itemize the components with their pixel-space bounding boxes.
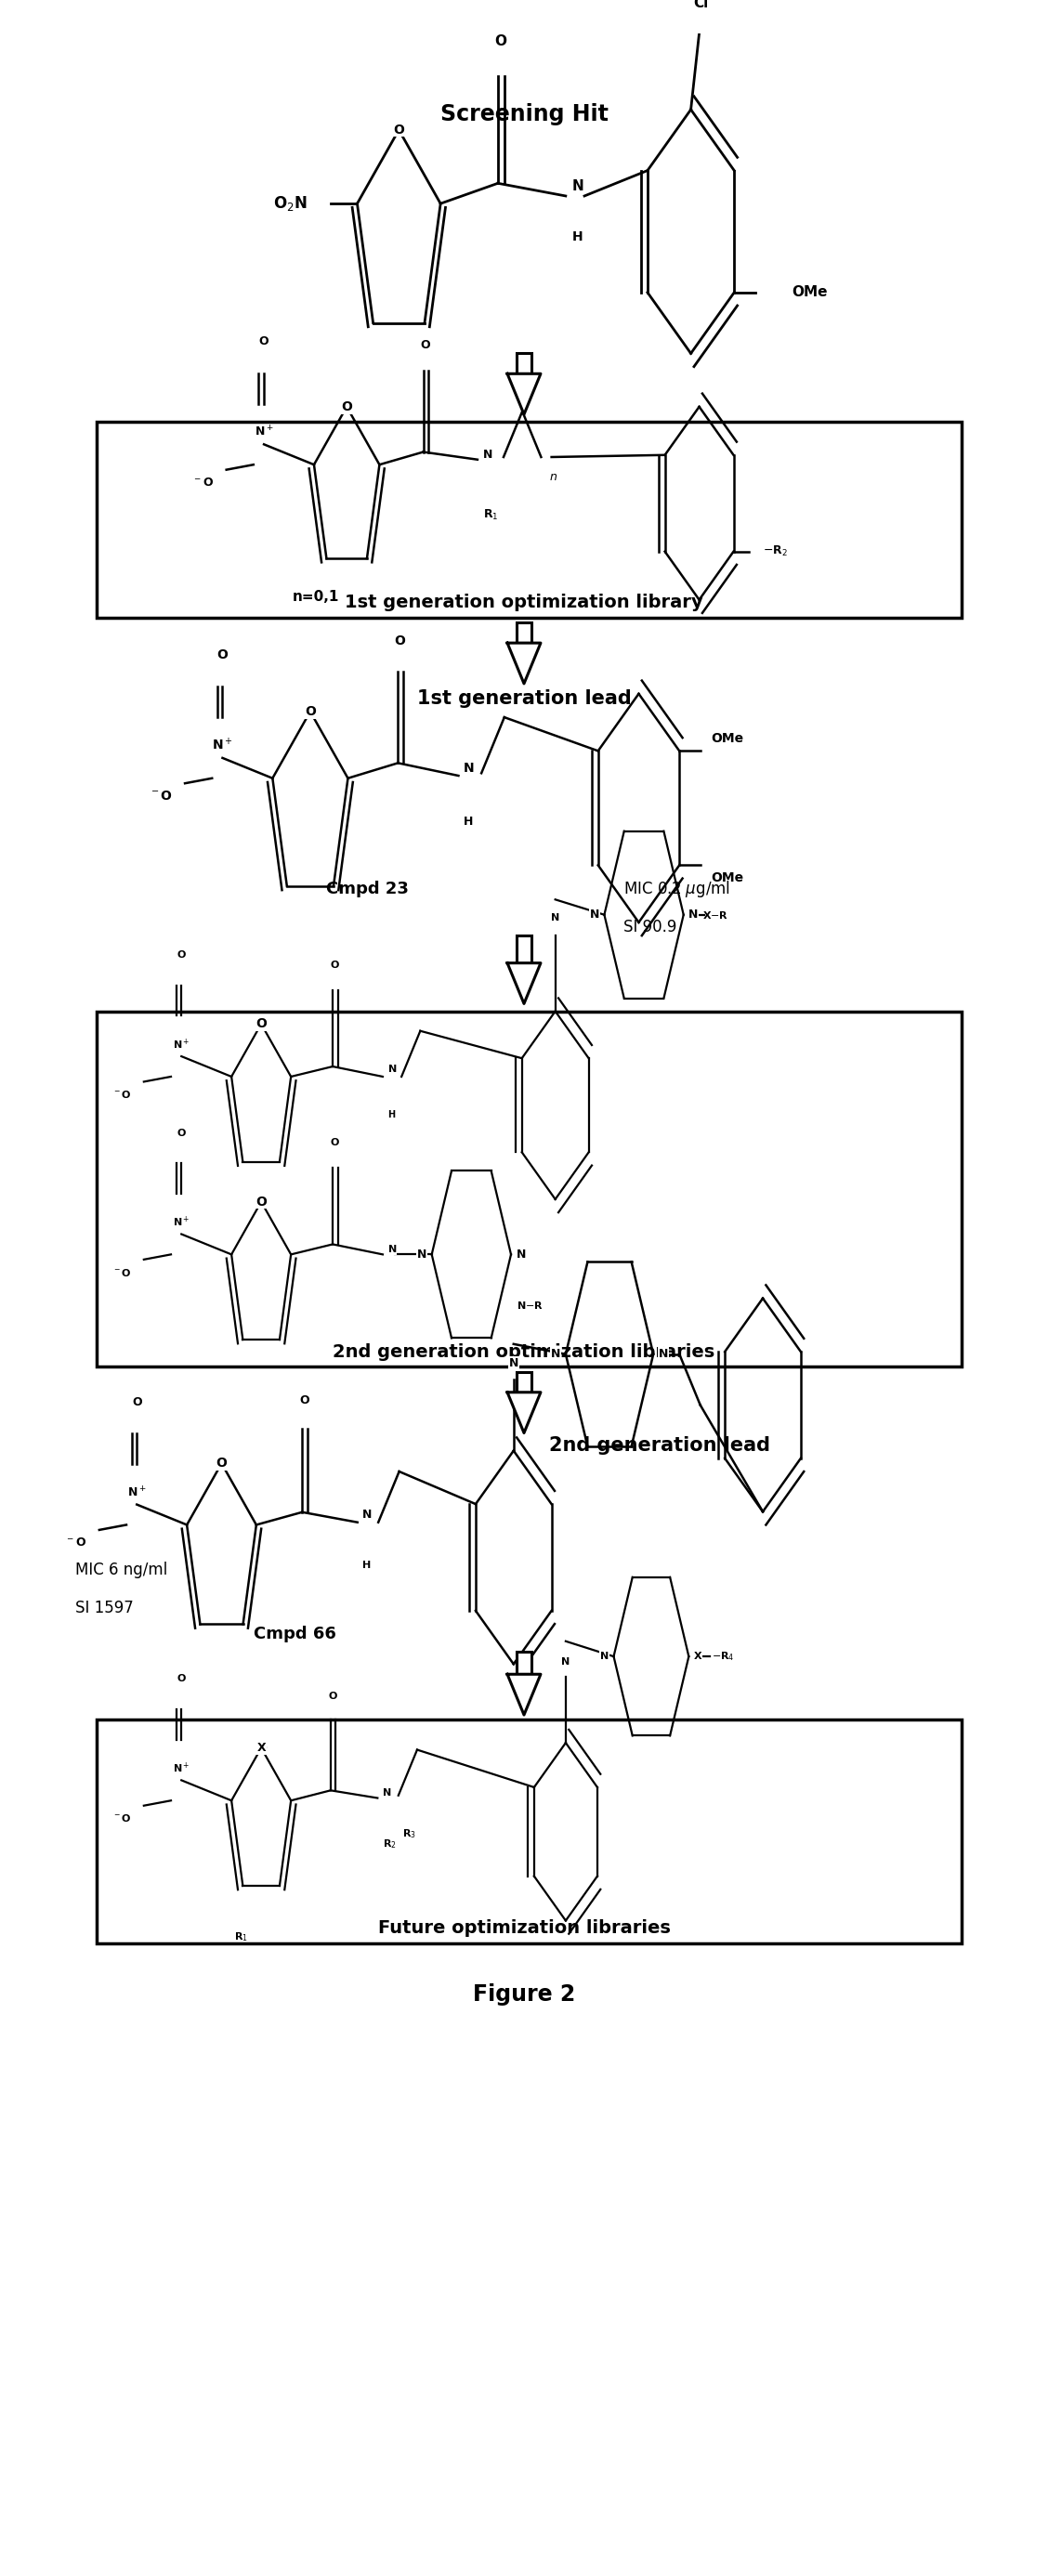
- Text: O: O: [328, 1692, 337, 1700]
- Text: N$-$R: N$-$R: [517, 1301, 543, 1311]
- Text: $-$R$_4$: $-$R$_4$: [712, 1651, 735, 1664]
- Text: O: O: [300, 1394, 309, 1406]
- Text: Cl: Cl: [694, 0, 708, 10]
- Text: H: H: [388, 1110, 395, 1121]
- Bar: [517, 935, 531, 963]
- Bar: [96, 1012, 962, 1368]
- Text: O: O: [177, 951, 185, 961]
- Text: 2nd generation lead: 2nd generation lead: [549, 1437, 770, 1455]
- Polygon shape: [507, 963, 541, 1005]
- Text: 2nd generation optimization libraries: 2nd generation optimization libraries: [333, 1342, 715, 1360]
- Text: H: H: [363, 1561, 371, 1571]
- Bar: [517, 353, 531, 374]
- Text: O: O: [330, 1139, 340, 1146]
- Bar: [96, 1721, 962, 1942]
- Text: N$^+$: N$^+$: [173, 1038, 190, 1051]
- Text: N: N: [483, 448, 493, 461]
- Text: $-$R$_2$: $-$R$_2$: [763, 544, 788, 559]
- Text: N: N: [562, 1656, 570, 1667]
- Text: MIC 6 ng/ml: MIC 6 ng/ml: [75, 1561, 168, 1579]
- Text: $^-$O: $^-$O: [112, 1814, 131, 1824]
- Text: O: O: [393, 124, 405, 137]
- Text: O: O: [259, 335, 269, 348]
- Text: O: O: [495, 33, 507, 49]
- Text: OMe: OMe: [711, 871, 743, 884]
- Bar: [517, 1373, 531, 1391]
- Text: O: O: [330, 961, 340, 969]
- Text: N: N: [508, 1358, 519, 1370]
- Text: N: N: [551, 1347, 561, 1360]
- Text: O: O: [256, 1018, 267, 1030]
- Text: N: N: [551, 912, 560, 922]
- Text: O: O: [256, 1741, 267, 1754]
- Text: n=0,1: n=0,1: [292, 590, 339, 605]
- Text: $^-$O: $^-$O: [112, 1267, 131, 1278]
- Bar: [96, 422, 962, 618]
- Text: H: H: [572, 229, 583, 242]
- Text: O: O: [420, 340, 431, 350]
- Text: OMe: OMe: [711, 732, 743, 744]
- Text: X$-$R: X$-$R: [702, 909, 728, 920]
- Text: N: N: [599, 1651, 609, 1662]
- Text: R$_1$: R$_1$: [234, 1929, 247, 1942]
- Bar: [517, 623, 531, 644]
- Text: O: O: [217, 649, 228, 662]
- Text: N: N: [589, 909, 599, 920]
- Text: H: H: [463, 817, 474, 827]
- Text: X: X: [257, 1741, 266, 1754]
- Text: N: N: [388, 1244, 396, 1255]
- Text: O: O: [132, 1396, 141, 1409]
- Text: $^-$O: $^-$O: [149, 788, 173, 804]
- Text: SI 90.9: SI 90.9: [624, 920, 676, 935]
- Bar: [517, 1651, 531, 1674]
- Text: O: O: [216, 1458, 227, 1471]
- Text: R$_3$: R$_3$: [401, 1826, 416, 1839]
- Polygon shape: [507, 374, 541, 415]
- Text: SI 1597: SI 1597: [75, 1600, 134, 1618]
- Text: $^-$O: $^-$O: [65, 1535, 87, 1548]
- Text: O$_2$N: O$_2$N: [274, 193, 307, 214]
- Text: Figure 2: Figure 2: [473, 1984, 575, 2007]
- Text: N$^+$: N$^+$: [173, 1216, 190, 1229]
- Text: R$_1$: R$_1$: [483, 507, 498, 523]
- Text: 1st generation optimization library: 1st generation optimization library: [345, 592, 703, 611]
- Text: N$^+$: N$^+$: [173, 1762, 190, 1775]
- Text: N: N: [363, 1510, 372, 1520]
- Text: R$_2$: R$_2$: [383, 1837, 396, 1850]
- Text: N: N: [463, 762, 475, 775]
- Text: N: N: [388, 1064, 396, 1074]
- Text: O: O: [177, 1674, 185, 1685]
- Text: N: N: [417, 1249, 427, 1260]
- Text: N: N: [383, 1788, 391, 1798]
- Text: N: N: [689, 909, 698, 920]
- Text: X: X: [694, 1651, 702, 1662]
- Text: Future optimization libraries: Future optimization libraries: [377, 1919, 671, 1937]
- Text: Cmpd 66: Cmpd 66: [254, 1625, 335, 1641]
- Text: N$^+$: N$^+$: [212, 737, 233, 752]
- Text: O: O: [305, 706, 315, 719]
- Text: Cmpd 23: Cmpd 23: [326, 881, 409, 896]
- Text: $^-$O: $^-$O: [193, 477, 214, 489]
- Text: O: O: [342, 399, 352, 412]
- Polygon shape: [507, 644, 541, 683]
- Text: N: N: [572, 178, 584, 193]
- Text: N$^+$: N$^+$: [255, 425, 274, 440]
- Text: OMe: OMe: [791, 286, 827, 299]
- Text: 1st generation lead: 1st generation lead: [417, 690, 631, 708]
- Text: $^-$O: $^-$O: [112, 1090, 131, 1100]
- Text: O: O: [394, 634, 406, 647]
- Text: N: N: [517, 1249, 526, 1260]
- Text: n: n: [549, 471, 556, 484]
- Polygon shape: [507, 1674, 541, 1716]
- Text: MIC 0.2 $\mu$g/ml: MIC 0.2 $\mu$g/ml: [624, 878, 730, 899]
- Text: O: O: [256, 1195, 267, 1208]
- Text: O: O: [177, 1128, 185, 1139]
- Text: N: N: [658, 1347, 669, 1360]
- Text: Screening Hit: Screening Hit: [440, 103, 608, 126]
- Text: N$^+$: N$^+$: [127, 1486, 147, 1499]
- Polygon shape: [507, 1391, 541, 1432]
